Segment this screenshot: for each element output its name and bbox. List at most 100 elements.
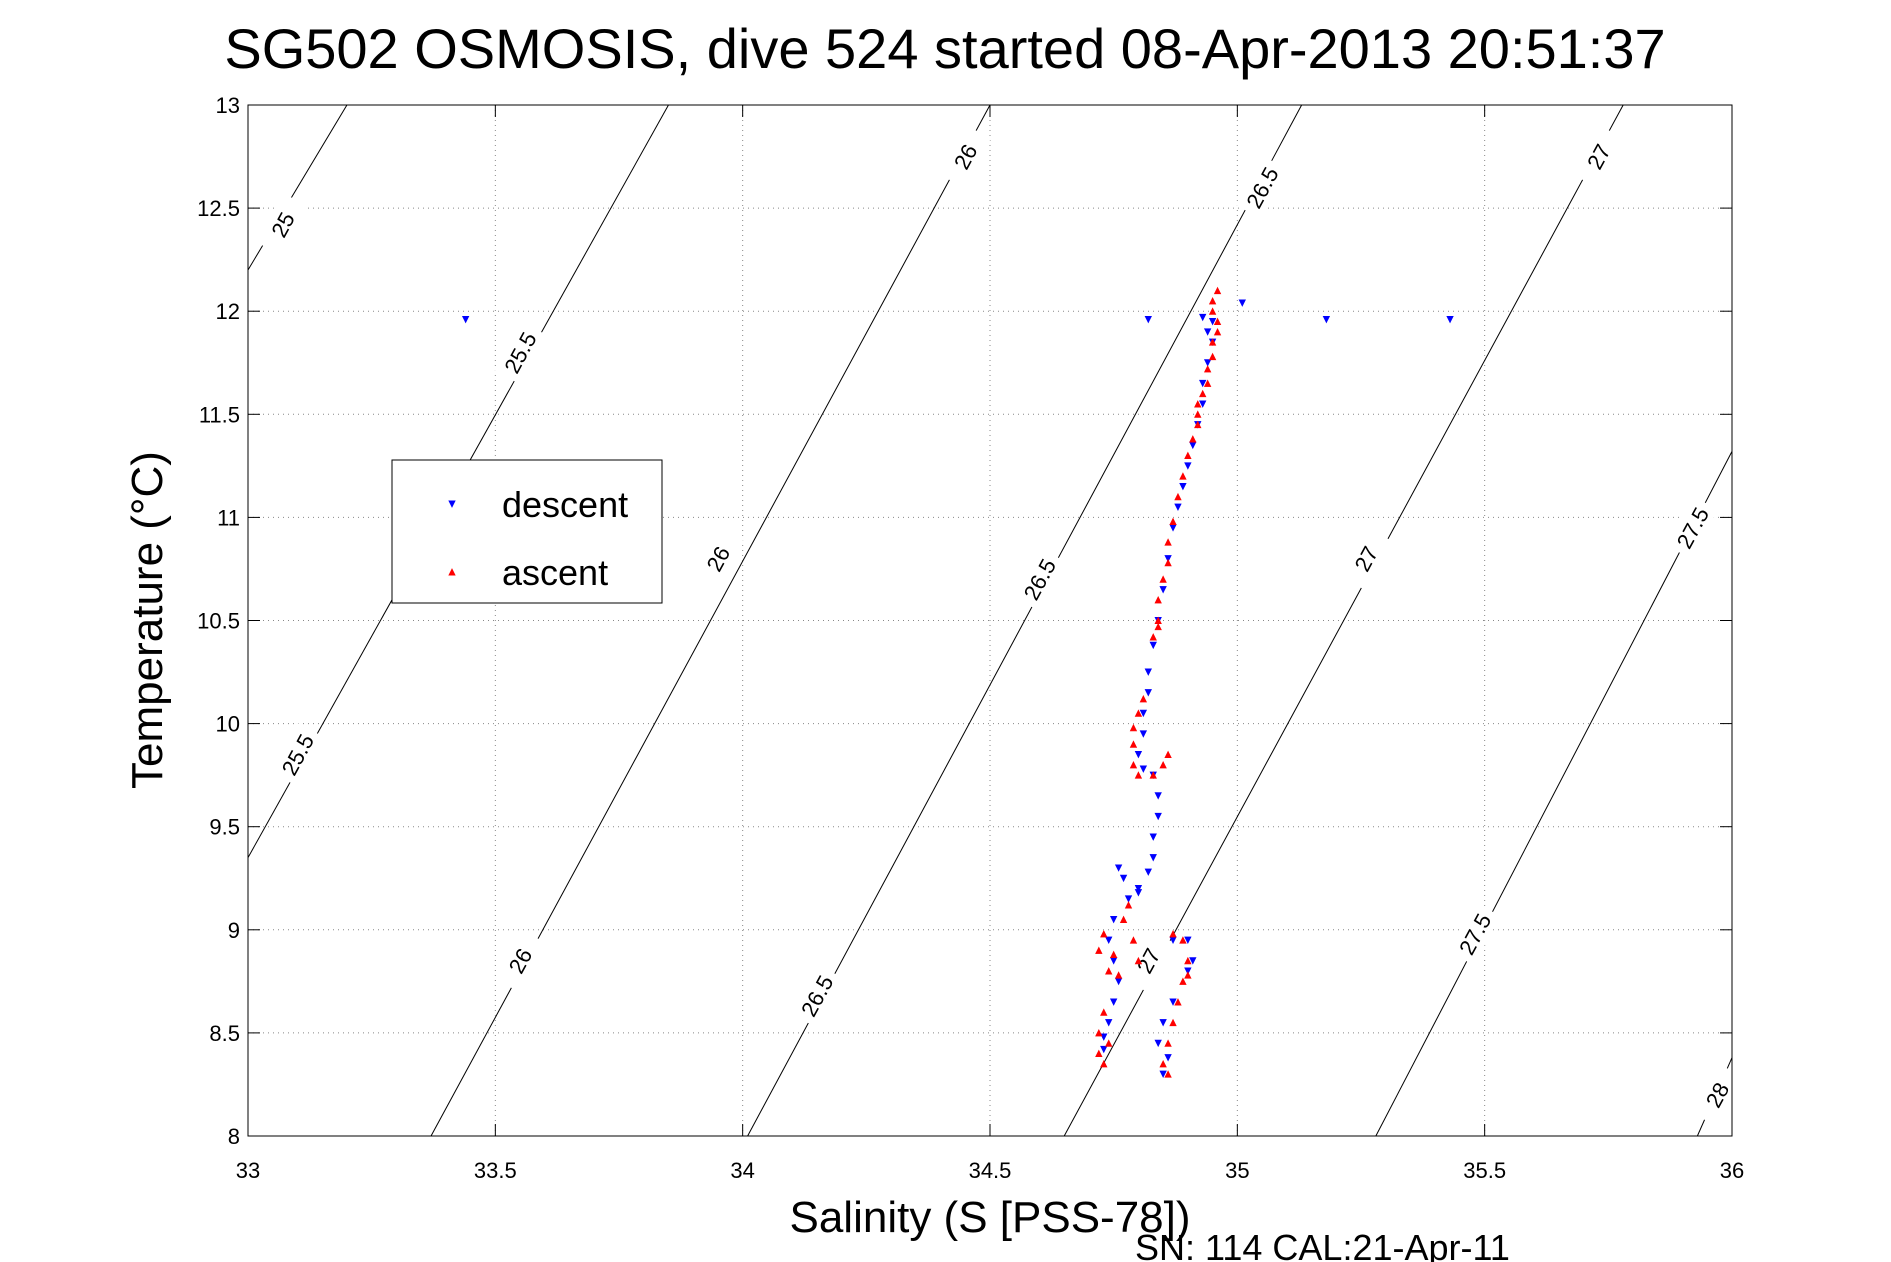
contour-label-bg: [1449, 902, 1501, 966]
ascent-point: [1174, 998, 1182, 1006]
contour-label-bg: [1691, 1063, 1743, 1127]
ascent-point: [1203, 365, 1212, 373]
contour-label-bg: [494, 929, 546, 993]
descent-point: [1159, 1070, 1167, 1079]
descent-point: [1169, 998, 1177, 1006]
x-tick-label: 33: [236, 1158, 260, 1183]
contour-label-bg: [1236, 156, 1288, 219]
descent-point: [1134, 889, 1143, 897]
contour-label-bg: [1572, 125, 1625, 188]
density-contours: 2525.525.526262626.526.526.527272727.527…: [247, 104, 1743, 1137]
contour-label-bg: [256, 193, 309, 256]
descent-point: [1159, 586, 1167, 594]
ascent-point: [1100, 930, 1108, 938]
y-tick-label: 9.5: [209, 815, 240, 840]
ascent-point: [1095, 1029, 1103, 1037]
descent-point: [1184, 967, 1192, 975]
ascent-point: [1208, 352, 1217, 361]
y-tick-label: 8: [228, 1124, 240, 1149]
ascent-point: [1134, 956, 1143, 965]
ascent-point: [1129, 723, 1138, 732]
ascent-point: [1179, 977, 1187, 985]
ascent-point: [1194, 400, 1202, 408]
x-axis-label: Salinity (S [PSS-78]): [789, 1193, 1190, 1242]
y-tick-label: 11.5: [199, 402, 240, 427]
ascent-point: [1129, 936, 1138, 944]
descent-point: [1149, 641, 1157, 650]
ascent-point: [1194, 420, 1202, 429]
contour-label-bg: [939, 125, 991, 188]
y-tick-label: 10.5: [197, 609, 240, 634]
ascent-point: [1114, 971, 1123, 979]
ascent-point: [1095, 946, 1103, 954]
descent-point: [1149, 854, 1157, 862]
descent-point: [1119, 874, 1128, 883]
legend-label-descent: descent: [502, 484, 628, 525]
descent-point: [1144, 668, 1152, 676]
ascent-point: [1124, 901, 1133, 909]
descent-point: [1199, 313, 1207, 322]
x-tick-label: 33.5: [474, 1158, 517, 1183]
ascent-point: [1179, 472, 1187, 480]
ascent-point: [1208, 307, 1217, 315]
ascent-point: [1199, 389, 1207, 398]
descent-point: [1179, 482, 1187, 491]
ascent-point: [1129, 760, 1138, 769]
data-points: [461, 286, 1454, 1079]
contour-label-bg: [1666, 496, 1719, 559]
ascent-point: [1149, 771, 1157, 779]
ascent-point: [1100, 1059, 1108, 1068]
ascent-point: [1164, 750, 1172, 759]
descent-point: [1149, 833, 1157, 841]
contour-label-bg: [1013, 547, 1066, 611]
ascent-point: [1208, 338, 1217, 346]
descent-point: [1174, 503, 1182, 511]
y-tick-label: 13: [216, 93, 240, 118]
y-tick-label: 12: [216, 299, 240, 324]
y-tick-label: 12.5: [197, 196, 240, 221]
descent-point: [1109, 998, 1118, 1006]
x-tick-label: 34.5: [969, 1158, 1012, 1183]
ascent-point: [1213, 327, 1222, 336]
chart-title: SG502 OSMOSIS, dive 524 started 08-Apr-2…: [224, 17, 1665, 80]
ascent-point: [1203, 379, 1212, 387]
x-tick-label: 35.5: [1463, 1158, 1506, 1183]
grid: [248, 105, 1732, 1136]
descent-point: [1199, 400, 1207, 408]
ascent-point: [1194, 410, 1202, 418]
legend-marker-descent: [448, 500, 456, 508]
ascent-point: [1100, 1008, 1108, 1016]
y-tick-label: 8.5: [209, 1021, 240, 1046]
contour-label-bg: [1122, 929, 1174, 993]
ascent-point: [1184, 971, 1192, 979]
contour-label-bg: [692, 527, 744, 590]
ascent-point: [1164, 1039, 1172, 1047]
legend-marker-ascent: [448, 568, 456, 576]
descent-point: [1154, 812, 1162, 821]
descent-point: [1139, 730, 1148, 738]
ascent-point: [1169, 517, 1177, 526]
ascent-point: [1154, 596, 1162, 604]
descent-point: [1154, 792, 1162, 800]
descent-point: [1100, 1045, 1108, 1054]
descent-point: [1164, 1054, 1172, 1062]
legend-box: [391, 459, 663, 604]
contour-line: [747, 104, 1303, 1137]
contour-line: [1375, 451, 1733, 1137]
descent-point: [1144, 868, 1152, 876]
descent-point: [1124, 895, 1133, 903]
descent-point: [1134, 751, 1143, 759]
descent-point: [1208, 318, 1217, 326]
descent-point: [1184, 462, 1192, 470]
descent-point: [1322, 315, 1331, 324]
ascent-point: [1119, 915, 1128, 923]
ascent-point: [1189, 435, 1197, 443]
ascent-point: [1164, 538, 1172, 546]
descent-point: [1159, 1019, 1167, 1027]
ascent-point: [1095, 1049, 1103, 1058]
ascent-point: [1184, 956, 1192, 965]
ascent-point: [1109, 950, 1118, 959]
ascent-point: [1159, 760, 1167, 769]
x-tick-label: 35: [1225, 1158, 1249, 1183]
ascent-point: [1105, 1039, 1113, 1047]
